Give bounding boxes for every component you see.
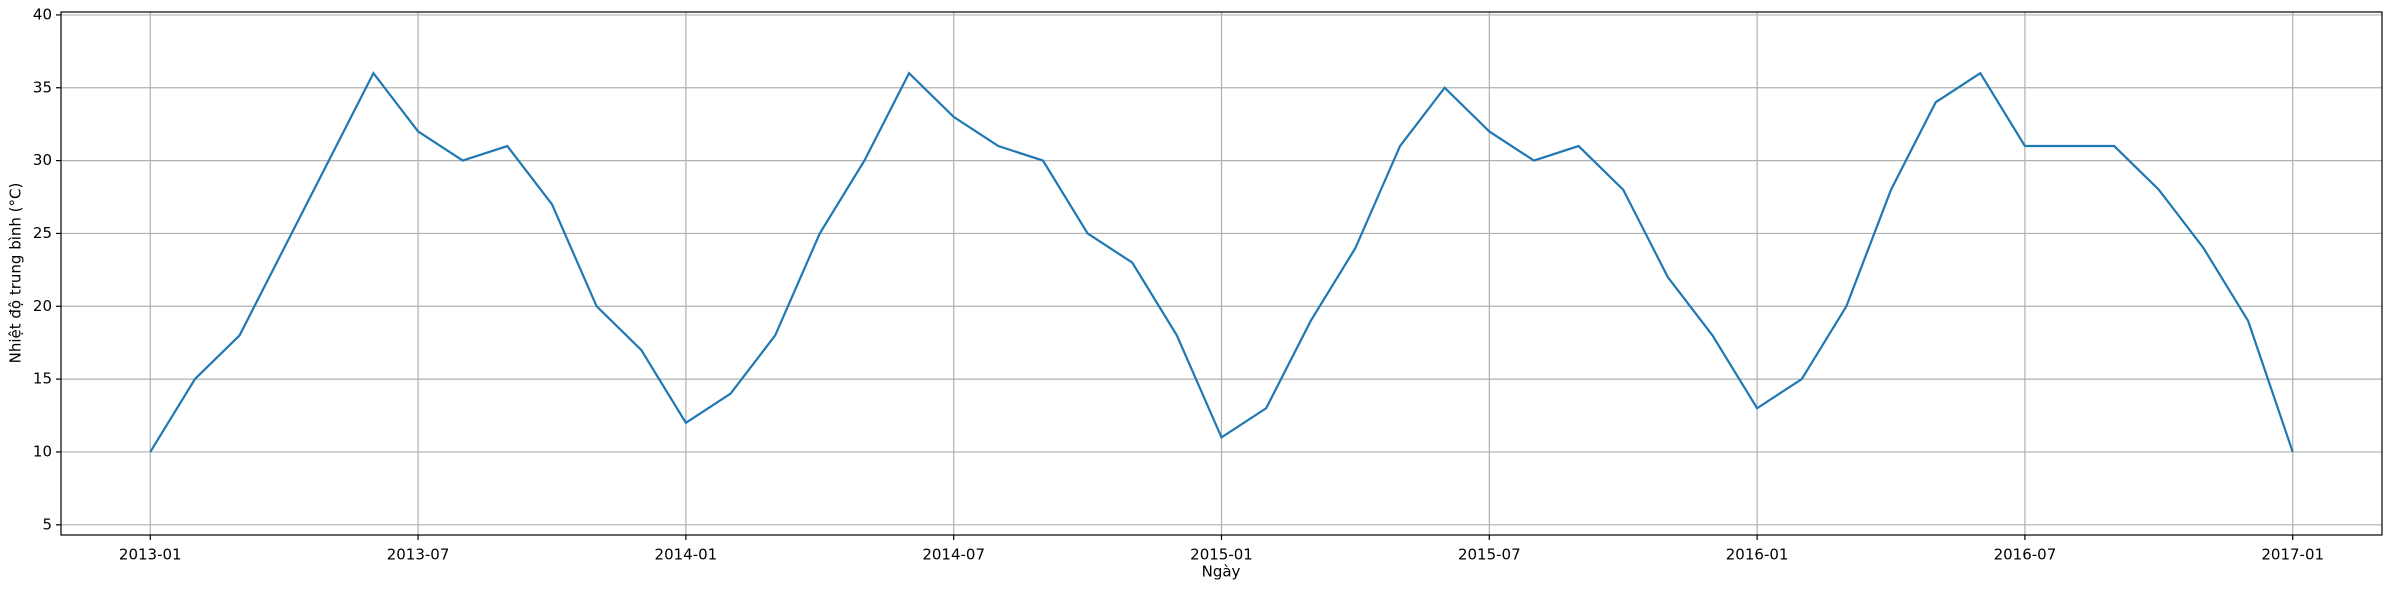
y-tick-label: 30 — [33, 151, 52, 169]
x-tick-label: 2015-01 — [1190, 546, 1253, 564]
y-tick-label: 40 — [33, 5, 52, 23]
x-tick-label: 2017-01 — [2261, 546, 2324, 564]
x-tick-label: 2014-07 — [922, 546, 985, 564]
y-tick-label: 35 — [33, 78, 52, 96]
x-axis-label: Ngày — [1202, 563, 1241, 581]
x-tick-label: 2016-07 — [1994, 546, 2057, 564]
x-tick-label: 2016-01 — [1726, 546, 1789, 564]
x-tick-label: 2013-07 — [387, 546, 450, 564]
y-tick-label: 10 — [33, 442, 52, 460]
y-tick-label: 15 — [33, 370, 52, 388]
x-tick-label: 2014-01 — [655, 546, 718, 564]
y-axis-label: Nhiệt độ trung bình (°C) — [7, 183, 25, 364]
y-tick-label: 20 — [33, 297, 52, 315]
plot-frame — [60, 11, 2383, 536]
x-tick-label: 2015-07 — [1458, 546, 1521, 564]
x-tick-label: 2013-01 — [119, 546, 182, 564]
y-tick-label: 25 — [33, 224, 52, 242]
data-line — [149, 71, 2294, 453]
y-tick-label: 5 — [42, 515, 52, 533]
